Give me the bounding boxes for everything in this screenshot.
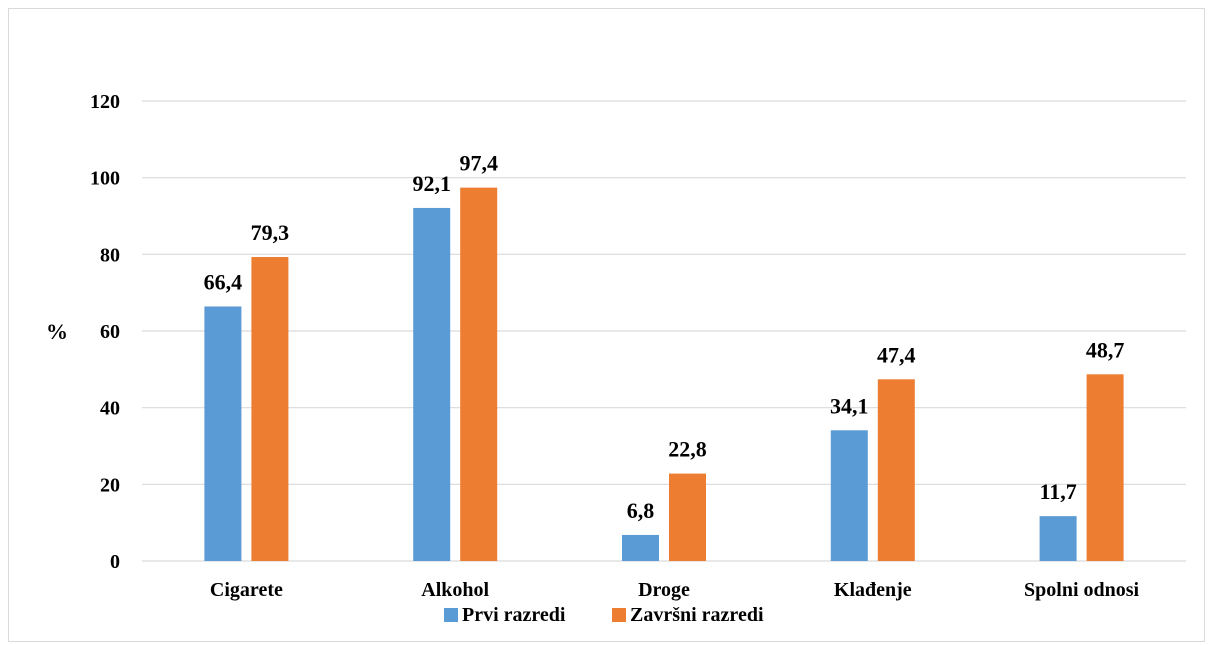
data-label: 34,1 <box>830 393 869 418</box>
data-label: 92,1 <box>412 171 451 196</box>
y-tick-label: 40 <box>100 398 120 420</box>
data-labels: 66,4 79,3 92,1 97,4 6,8 22,8 34,1 47,4 11,7 48,7 <box>204 151 1125 523</box>
legend: Prvi razredi Završni razredi <box>444 604 764 626</box>
legend-swatch <box>612 608 626 622</box>
y-tick-label: 100 <box>90 168 120 190</box>
gridlines <box>142 100 1186 562</box>
y-tick-label: 60 <box>100 321 120 343</box>
data-label: 47,4 <box>877 342 916 367</box>
y-tick-label: 80 <box>100 244 120 266</box>
data-label: 79,3 <box>251 220 290 245</box>
y-tick-label: 120 <box>90 91 120 113</box>
category-label: Spolni odnosi <box>1024 579 1140 601</box>
category-labels: Cigarete Alkohol Droge Klađenje Spolni odnos… <box>210 579 1140 601</box>
bar-zavrsni-razredi <box>251 257 289 561</box>
category-label: Alkohol <box>421 579 489 601</box>
bar-zavrsni-razredi <box>669 473 706 561</box>
bar-zavrsni-razredi <box>1086 374 1124 561</box>
data-label: 11,7 <box>1039 479 1076 504</box>
bar-zavrsni-razredi <box>460 187 498 561</box>
bar-zavrsni-razredi <box>877 379 915 561</box>
y-tick-label: 20 <box>100 474 120 496</box>
bars <box>204 187 1124 561</box>
y-axis-title: % <box>46 319 68 344</box>
bar-prvi-razredi <box>1039 516 1077 561</box>
legend-swatch <box>444 608 458 622</box>
category-label: Droge <box>638 579 690 601</box>
legend-label: Prvi razredi <box>462 604 566 626</box>
y-tick-labels: 0 20 40 60 80 100 120 <box>90 91 120 573</box>
data-label: 6,8 <box>627 498 655 523</box>
bar-prvi-razredi <box>830 430 868 561</box>
legend-label: Završni razredi <box>630 604 764 626</box>
data-label: 48,7 <box>1086 337 1125 362</box>
bar-prvi-razredi <box>413 207 451 561</box>
data-label: 22,8 <box>668 437 707 462</box>
bar-prvi-razredi <box>622 534 659 561</box>
category-label: Cigarete <box>210 579 283 601</box>
data-label: 66,4 <box>204 269 243 294</box>
data-label: 97,4 <box>459 151 498 176</box>
category-label: Klađenje <box>834 579 912 601</box>
y-tick-label: 0 <box>110 551 120 573</box>
bar-prvi-razredi <box>204 306 242 561</box>
